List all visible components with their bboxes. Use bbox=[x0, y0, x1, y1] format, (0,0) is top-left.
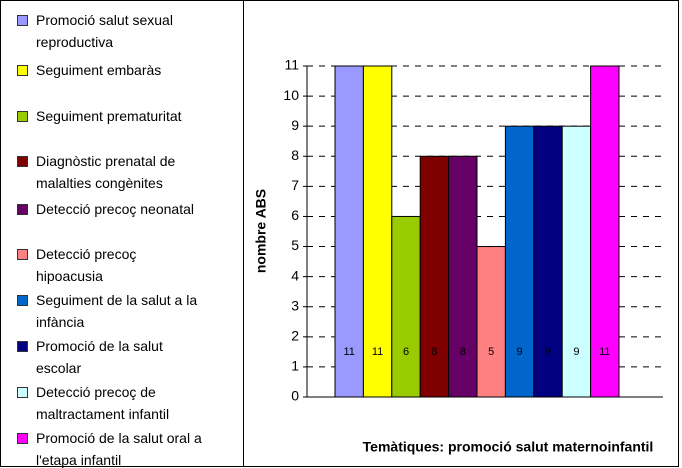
data-label: 11 bbox=[599, 346, 610, 358]
x-axis-title: Temàtiques: promoció salut maternoinfant… bbox=[363, 439, 654, 455]
bar bbox=[419, 155, 450, 398]
y-tick-label: 2 bbox=[291, 328, 299, 344]
data-label: 11 bbox=[343, 346, 354, 358]
legend-swatch bbox=[17, 111, 28, 122]
data-label: 6 bbox=[403, 346, 409, 358]
y-tick-label: 3 bbox=[291, 297, 299, 313]
bar bbox=[504, 125, 535, 398]
data-label: 9 bbox=[517, 346, 523, 358]
data-label: 5 bbox=[488, 346, 494, 358]
y-tick-label: 11 bbox=[284, 57, 299, 73]
bar bbox=[448, 155, 478, 398]
y-tick-label: 9 bbox=[291, 117, 299, 133]
y-tick-label: 8 bbox=[291, 147, 299, 163]
legend-swatch bbox=[17, 249, 28, 260]
legend-label: Promoció salut sexual reproductiva bbox=[36, 12, 173, 50]
y-axis-title: nombre ABS bbox=[253, 189, 269, 273]
y-tick-label: 7 bbox=[291, 177, 299, 193]
legend-label: Seguiment de la salut a la infància bbox=[36, 292, 198, 330]
legend-swatch bbox=[17, 387, 28, 398]
bar bbox=[334, 65, 364, 398]
bar bbox=[476, 246, 506, 398]
legend-label: Seguiment embaràs bbox=[36, 62, 162, 78]
data-label: 9 bbox=[573, 346, 579, 358]
legend-swatch bbox=[17, 15, 28, 26]
legend-label: Promoció de la salut oral a l'etapa infa… bbox=[36, 430, 202, 468]
legend-swatch bbox=[17, 295, 28, 306]
y-tick-label: 4 bbox=[291, 267, 299, 283]
y-tick-label: 0 bbox=[291, 388, 299, 404]
legend-label: Seguiment prematuritat bbox=[36, 108, 182, 124]
data-label: 11 bbox=[372, 346, 383, 358]
bar bbox=[533, 125, 563, 398]
legend-swatch bbox=[17, 65, 28, 76]
legend-label: Detecció precoç hipoacusia bbox=[36, 246, 137, 284]
legend-swatch bbox=[17, 433, 28, 444]
legend-swatch bbox=[17, 156, 28, 167]
bar bbox=[561, 125, 592, 398]
data-label: 8 bbox=[460, 346, 466, 358]
y-tick-label: 10 bbox=[283, 87, 299, 103]
legend-label: Diagnòstic prenatal de malalties congèni… bbox=[36, 153, 176, 191]
bar bbox=[391, 215, 421, 398]
legend-label: Promoció de la salut escolar bbox=[36, 338, 163, 376]
y-tick-label: 5 bbox=[291, 237, 299, 253]
y-tick-label: 1 bbox=[291, 358, 299, 374]
bar bbox=[590, 65, 620, 398]
y-tick-label: 6 bbox=[291, 207, 299, 223]
legend-swatch bbox=[17, 204, 28, 215]
data-label: 8 bbox=[431, 346, 437, 358]
legend-label: Detecció precoç de maltractament infanti… bbox=[36, 384, 170, 422]
legend-label: Detecció precoç neonatal bbox=[36, 201, 194, 217]
data-label: 9 bbox=[545, 346, 551, 358]
legend-swatch bbox=[17, 341, 28, 352]
